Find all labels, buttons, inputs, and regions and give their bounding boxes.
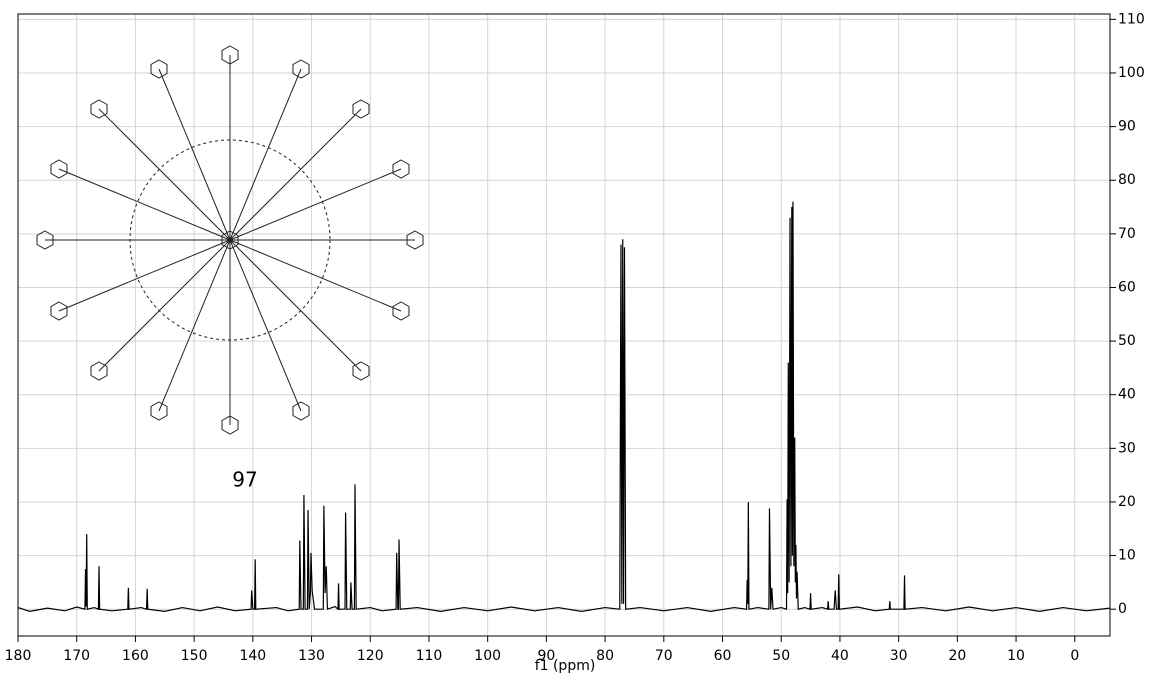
x-tick-label: 120 bbox=[357, 648, 384, 664]
x-tick-label: 60 bbox=[714, 648, 732, 664]
y-tick-label: 0 bbox=[1118, 601, 1127, 617]
x-tick-label: 140 bbox=[239, 648, 266, 664]
y-tick-label: 40 bbox=[1118, 387, 1136, 403]
x-axis-label: f1 (ppm) bbox=[535, 658, 596, 674]
y-tick-label: 50 bbox=[1118, 333, 1136, 349]
y-tick-label: 70 bbox=[1118, 226, 1136, 242]
y-tick-label: 80 bbox=[1118, 172, 1136, 188]
grid bbox=[17, 14, 1110, 636]
x-tick-label: 20 bbox=[948, 648, 966, 664]
x-tick-label: 30 bbox=[890, 648, 908, 664]
x-tick-label: 70 bbox=[655, 648, 673, 664]
y-tick-label: 100 bbox=[1118, 65, 1145, 81]
annotation: 97 bbox=[232, 468, 257, 492]
x-tick-label: 150 bbox=[181, 648, 208, 664]
plot-frame bbox=[17, 13, 1111, 637]
y-tick-label: 20 bbox=[1118, 494, 1136, 510]
x-tick-label: 110 bbox=[416, 648, 443, 664]
molecule-structure bbox=[36, 45, 424, 435]
y-tick-label: 10 bbox=[1118, 548, 1136, 564]
x-tick-label: 130 bbox=[298, 648, 325, 664]
x-tick-label: 160 bbox=[122, 648, 149, 664]
x-tick-label: 80 bbox=[596, 648, 614, 664]
x-tick-label: 50 bbox=[772, 648, 790, 664]
x-tick-label: 40 bbox=[831, 648, 849, 664]
x-tick-label: 180 bbox=[5, 648, 32, 664]
y-tick-label: 110 bbox=[1118, 11, 1145, 27]
x-tick-label: 0 bbox=[1070, 648, 1079, 664]
x-tick-label: 100 bbox=[474, 648, 501, 664]
x-tick-label: 170 bbox=[63, 648, 90, 664]
y-tick-label: 90 bbox=[1118, 119, 1136, 135]
y-tick-label: 60 bbox=[1118, 279, 1136, 295]
x-tick-label: 90 bbox=[537, 648, 555, 664]
x-tick-label: 10 bbox=[1007, 648, 1025, 664]
spectrum-line bbox=[17, 201, 1111, 612]
y-tick-label: 30 bbox=[1118, 440, 1136, 456]
